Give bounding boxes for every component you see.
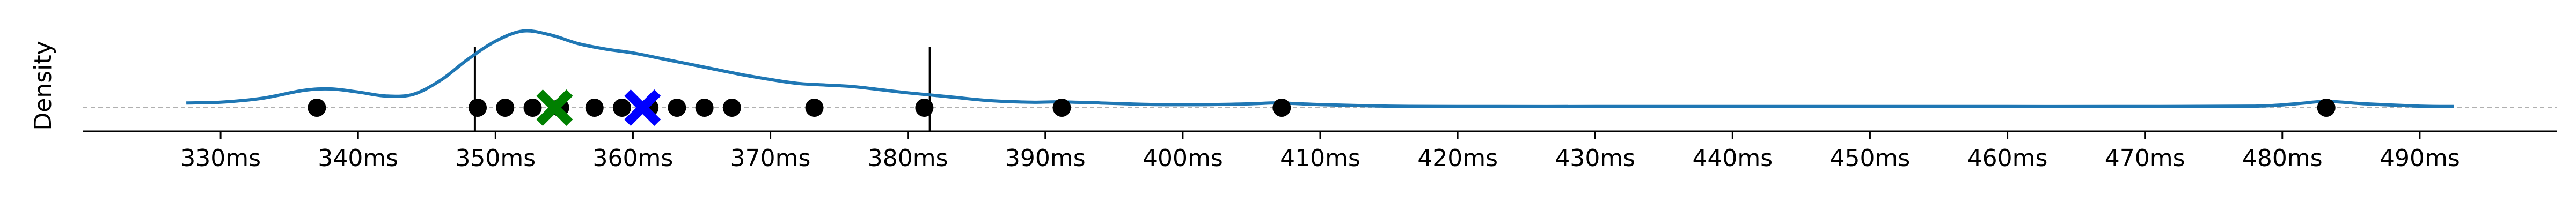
sample-points <box>308 99 2336 117</box>
median-marker <box>624 89 661 126</box>
x-tick-label: 450ms <box>1830 145 1911 172</box>
mean-marker <box>536 89 573 126</box>
sample-point <box>496 99 515 117</box>
sample-point <box>612 99 631 117</box>
x-tick-label: 370ms <box>730 145 811 172</box>
sample-point <box>915 99 934 117</box>
sample-point <box>2317 99 2336 117</box>
sample-point <box>668 99 686 117</box>
sample-point <box>1052 99 1071 117</box>
x-tick-label: 380ms <box>868 145 948 172</box>
x-tick-label: 430ms <box>1555 145 1635 172</box>
sample-point <box>722 99 741 117</box>
x-tick-label: 330ms <box>180 145 261 172</box>
sample-point <box>585 99 604 117</box>
x-tick-label: 410ms <box>1280 145 1360 172</box>
x-tick-label: 390ms <box>1005 145 1086 172</box>
x-tick-label: 350ms <box>455 145 536 172</box>
x-tick-label: 470ms <box>2105 145 2185 172</box>
x-tick-label: 460ms <box>1967 145 2048 172</box>
summary-markers <box>536 89 661 126</box>
x-tick-label: 340ms <box>318 145 398 172</box>
x-tick-label: 480ms <box>2242 145 2323 172</box>
density-curve <box>186 29 2454 108</box>
sample-point <box>1272 99 1291 117</box>
density-curve-group <box>186 29 2454 108</box>
x-tick-label: 400ms <box>1143 145 1223 172</box>
sample-point <box>523 99 542 117</box>
sample-point <box>805 99 824 117</box>
sample-point <box>308 99 326 117</box>
x-tick-label: 360ms <box>593 145 674 172</box>
sample-point <box>695 99 714 117</box>
sample-point <box>469 99 487 117</box>
interval-lines <box>473 47 931 131</box>
x-tick-label: 420ms <box>1417 145 1498 172</box>
x-tick-label: 440ms <box>1692 145 1773 172</box>
x-axis: 330ms 340ms 350ms 360ms 370ms 380ms 390ms 400ms… <box>83 130 2557 172</box>
x-tick-label: 490ms <box>2380 145 2460 172</box>
y-axis-label: Density <box>30 41 57 130</box>
